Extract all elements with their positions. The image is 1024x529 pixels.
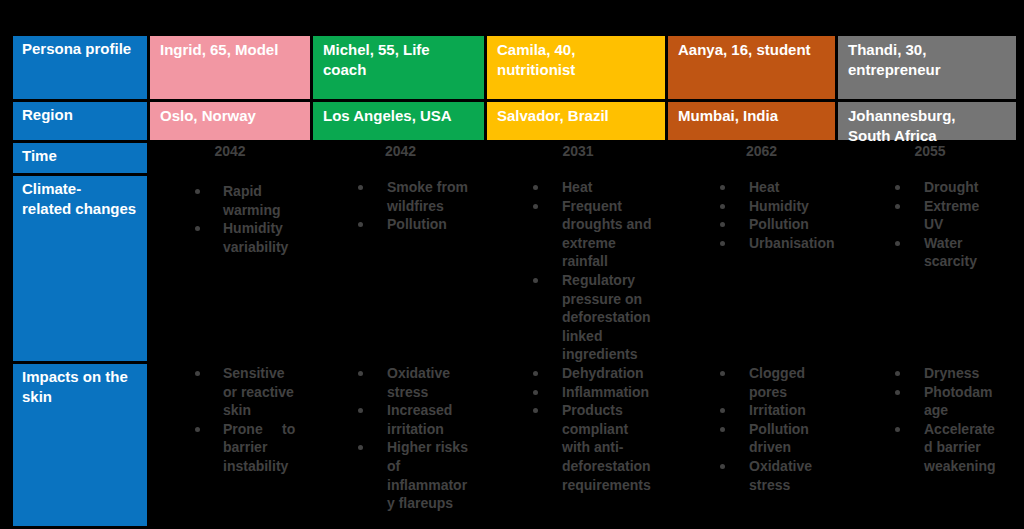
bullet-icon — [895, 204, 900, 209]
list-item: Water scarcity — [895, 234, 1016, 271]
climate-cell-camila: Heat Frequent droughts and extreme rainf… — [487, 176, 665, 361]
time-cell-ingrid: 2042 — [150, 143, 310, 173]
bullet-icon — [720, 464, 725, 469]
bullet-icon — [358, 371, 363, 376]
bullet-icon — [533, 408, 538, 413]
persona-table: Persona profile Ingrid, 65, Model Michel… — [13, 36, 1016, 526]
list-item: Accelerate d barrier weakening — [895, 420, 1016, 476]
region-cell-michel: Los Angeles, USA — [313, 102, 484, 140]
bullet-icon — [720, 241, 725, 246]
bullet-icon — [358, 222, 363, 227]
bullet-icon — [720, 427, 725, 432]
time-cell-thandi: 2055 — [841, 143, 1019, 173]
bullet-icon — [895, 371, 900, 376]
region-cell-aanya: Mumbai, India — [668, 102, 835, 140]
list-item: Dehydration — [533, 364, 665, 383]
list-item: Dryness — [895, 364, 1016, 383]
list-item: Regulatory pressure on deforestation lin… — [533, 271, 665, 364]
list-item: Drought — [895, 178, 1016, 197]
bullet-icon — [533, 185, 538, 190]
bullet-icon — [358, 408, 363, 413]
list-item: Sensitive or reactive skin — [195, 364, 310, 420]
climate-cell-ingrid: Rapid warming Humidity variability — [150, 176, 310, 361]
list-item: Frequent droughts and extreme rainfall — [533, 197, 665, 271]
region-cell-ingrid: Oslo, Norway — [150, 102, 310, 140]
row-label-region: Region — [13, 102, 147, 140]
row-label-impacts: Impacts on the skin — [13, 364, 147, 526]
list-item: Irritation — [720, 401, 835, 420]
bullet-icon — [533, 390, 538, 395]
row-label-climate-changes: Climate- related changes — [13, 176, 147, 361]
bullet-icon — [195, 226, 200, 231]
impacts-cell-ingrid: Sensitive or reactive skin Prone to barr… — [150, 364, 310, 526]
time-cell-michel: 2042 — [315, 143, 486, 173]
list-item: Clogged pores — [720, 364, 835, 401]
list-item: Prone to barrier instability — [195, 420, 310, 476]
bullet-icon — [720, 222, 725, 227]
bullet-icon — [720, 185, 725, 190]
list-item: Increased irritation — [358, 401, 484, 438]
persona-cell-michel: Michel, 55, Life coach — [313, 36, 484, 99]
bullet-icon — [533, 204, 538, 209]
row-label-persona-profile: Persona profile — [13, 36, 147, 99]
persona-cell-camila: Camila, 40, nutritionist — [487, 36, 665, 99]
list-item: Pollution driven — [720, 420, 835, 457]
list-item: Products compliant with anti- deforestat… — [533, 401, 665, 494]
list-item: Oxidative stress — [358, 364, 484, 401]
bullet-icon — [895, 390, 900, 395]
bullet-icon — [195, 427, 200, 432]
list-item: Humidity variability — [195, 219, 310, 256]
list-item: Pollution — [720, 215, 835, 234]
region-cell-camila: Salvador, Brazil — [487, 102, 665, 140]
bullet-icon — [895, 185, 900, 190]
bullet-icon — [895, 241, 900, 246]
bullet-icon — [895, 427, 900, 432]
bullet-icon — [720, 408, 725, 413]
impacts-cell-thandi: Dryness Photodam age Accelerate d barrie… — [838, 364, 1016, 526]
list-item: Smoke from wildfires — [358, 178, 484, 215]
climate-cell-aanya: Heat Humidity Pollution Urbanisation — [668, 176, 835, 361]
slide: Persona profile Ingrid, 65, Model Michel… — [0, 0, 1024, 529]
impacts-cell-aanya: Clogged pores Irritation Pollution drive… — [668, 364, 835, 526]
list-item: Oxidative stress — [720, 457, 835, 494]
list-item: Humidity — [720, 197, 835, 216]
list-item: Urbanisation — [720, 234, 835, 253]
bullet-icon — [195, 189, 200, 194]
list-item: Higher risks of inflammator y flareups — [358, 438, 484, 512]
persona-cell-thandi: Thandi, 30, entrepreneur — [838, 36, 1016, 99]
list-item: Heat — [533, 178, 665, 197]
bullet-icon — [195, 371, 200, 376]
time-cell-camila: 2031 — [489, 143, 667, 173]
list-item: Extreme UV — [895, 197, 1016, 234]
bullet-icon — [358, 445, 363, 450]
impacts-cell-camila: Dehydration Inflammation Products compli… — [487, 364, 665, 526]
persona-cell-ingrid: Ingrid, 65, Model — [150, 36, 310, 99]
list-item: Pollution — [358, 215, 484, 234]
persona-cell-aanya: Aanya, 16, student — [668, 36, 835, 99]
region-cell-thandi: Johannesburg, South Africa — [838, 102, 1016, 140]
time-cell-aanya: 2062 — [678, 143, 845, 173]
list-item: Rapid warming — [195, 182, 310, 219]
bullet-icon — [533, 371, 538, 376]
list-item: Inflammation — [533, 383, 665, 402]
list-item: Photodam age — [895, 383, 1016, 420]
bullet-icon — [720, 204, 725, 209]
climate-cell-michel: Smoke from wildfires Pollution — [313, 176, 484, 361]
row-label-time: Time — [13, 143, 147, 173]
bullet-icon — [533, 278, 538, 283]
bullet-icon — [720, 371, 725, 376]
climate-cell-thandi: Drought Extreme UV Water scarcity — [838, 176, 1016, 361]
impacts-cell-michel: Oxidative stress Increased irritation Hi… — [313, 364, 484, 526]
bullet-icon — [358, 185, 363, 190]
list-item: Heat — [720, 178, 835, 197]
